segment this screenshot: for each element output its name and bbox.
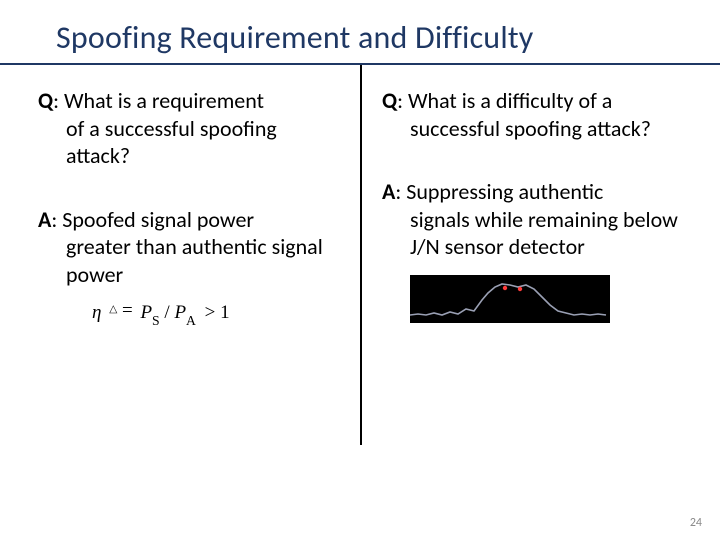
right-question: Q: What is a difficulty of a successful … (382, 87, 682, 142)
a-text-line1: : Suppressing authentic (395, 178, 603, 205)
formula-eta: η (92, 302, 101, 323)
signal-plot (410, 275, 682, 328)
formula-pa-sub: A (186, 313, 196, 328)
formula-slash: / (164, 302, 169, 323)
q-label: Q (38, 87, 53, 114)
signal-plot-svg (410, 275, 610, 323)
left-question: Q: What is a requirement of a successful… (38, 87, 338, 170)
a-label: A (38, 206, 51, 233)
a-label: A (382, 178, 395, 205)
right-answer: A: Suppressing authentic signals while r… (382, 178, 682, 261)
a-text-rest: greater than authentic signal power (38, 233, 338, 288)
formula-gt: > 1 (201, 302, 230, 323)
formula-ps: P (140, 302, 152, 323)
right-column: Q: What is a difficulty of a successful … (360, 87, 684, 328)
left-answer: A: Spoofed signal power greater than aut… (38, 206, 338, 289)
formula: η △ = PS / PA > 1 (38, 302, 338, 327)
a-text-rest: signals while remaining below J/N sensor… (382, 206, 682, 261)
q-text-line1: : What is a difficulty of a (397, 87, 612, 114)
formula-triangle-icon: △ (109, 303, 117, 315)
column-divider (360, 65, 362, 445)
formula-ps-sub: S (152, 313, 160, 328)
left-column: Q: What is a requirement of a successful… (36, 87, 360, 328)
slide-title: Spoofing Requirement and Difficulty (0, 0, 720, 65)
formula-pa: P (174, 302, 186, 323)
q-text-line1: : What is a requirement (53, 87, 264, 114)
a-text-line1: : Spoofed signal power (51, 206, 254, 233)
content-area: Q: What is a requirement of a successful… (0, 65, 720, 328)
page-number: 24 (690, 516, 702, 530)
q-text-rest: of a successful spoofing attack? (38, 115, 338, 170)
q-text-rest: successful spoofing attack? (382, 115, 682, 143)
q-label: Q (382, 87, 397, 114)
